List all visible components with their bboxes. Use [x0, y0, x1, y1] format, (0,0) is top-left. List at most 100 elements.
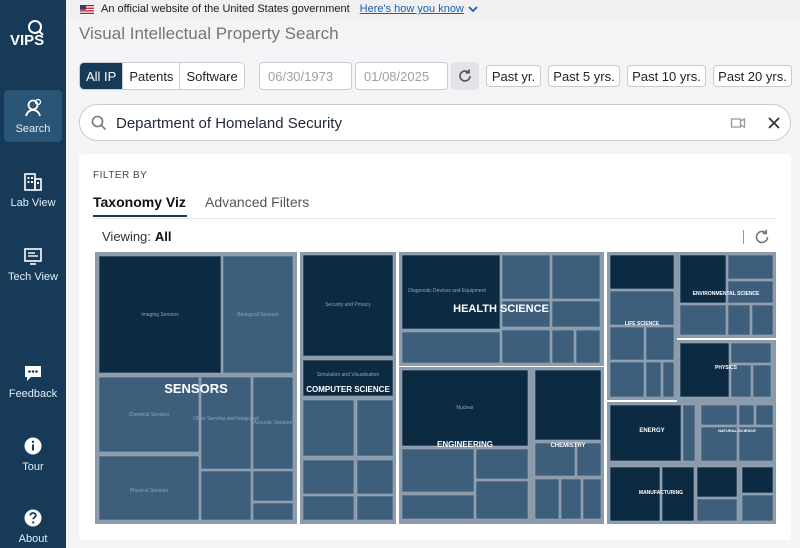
treemap-tile[interactable]	[609, 466, 661, 522]
tab-taxonomy-viz[interactable]: Taxonomy Viz	[93, 194, 186, 210]
treemap-tile[interactable]	[401, 331, 501, 364]
treemap-tile[interactable]	[609, 326, 645, 361]
treemap-group-energy[interactable]: ENERGY	[607, 402, 698, 464]
treemap-tile[interactable]	[551, 254, 601, 300]
treemap-reset-icon[interactable]	[753, 228, 771, 246]
treemap-tile[interactable]	[730, 342, 772, 364]
past-year-button[interactable]: Past yr.	[486, 65, 541, 87]
sidebar-item-tour[interactable]: Tour	[4, 428, 62, 480]
treemap-tile[interactable]	[356, 399, 394, 457]
voice-input-icon[interactable]	[730, 115, 746, 131]
tab-advanced-filters[interactable]: Advanced Filters	[205, 194, 310, 210]
treemap-tile[interactable]	[534, 442, 576, 477]
treemap-tile[interactable]	[752, 364, 772, 398]
date-reset-button[interactable]	[451, 62, 479, 90]
treemap-tile[interactable]	[679, 254, 727, 304]
treemap-tile[interactable]	[475, 448, 529, 480]
treemap-tile[interactable]	[551, 329, 575, 364]
treemap-tile[interactable]	[738, 426, 774, 462]
sidebar-item-tech-view[interactable]: Tech View	[4, 238, 62, 290]
treemap-tile[interactable]	[609, 254, 675, 290]
treemap-tile[interactable]	[401, 254, 501, 330]
treemap-group-natural-science[interactable]: NATURAL SCIENCE	[698, 402, 776, 464]
treemap-tile[interactable]	[575, 329, 601, 364]
search-input[interactable]	[116, 112, 676, 134]
treemap-tile[interactable]	[576, 442, 602, 477]
sidebar-item-about[interactable]: About	[4, 500, 62, 548]
treemap-tile[interactable]	[252, 376, 294, 470]
treemap-tile[interactable]	[741, 466, 774, 494]
treemap-tile[interactable]	[700, 404, 738, 426]
heres-how-you-know-link[interactable]: Here's how you know	[359, 3, 464, 15]
treemap-tile[interactable]	[401, 448, 475, 493]
sidebar-item-search[interactable]: Search	[4, 90, 62, 142]
taxonomy-treemap[interactable]: Imaging Sensors Biological Sensors Chemica…	[95, 252, 776, 524]
treemap-tile[interactable]	[98, 376, 200, 453]
treemap-group-sensors[interactable]: Imaging Sensors Biological Sensors Chemica…	[95, 252, 297, 524]
sidebar-item-lab-view[interactable]: Lab View	[4, 164, 62, 216]
date-to-input[interactable]	[355, 62, 448, 90]
past-20-years-button[interactable]: Past 20 yrs.	[713, 65, 792, 87]
treemap-tile[interactable]	[582, 478, 602, 520]
treemap-tile[interactable]	[727, 254, 774, 280]
treemap-tile[interactable]	[302, 254, 394, 357]
patents-button[interactable]: Patents	[123, 63, 181, 89]
treemap-tile[interactable]	[98, 255, 222, 374]
treemap-group-computer-science[interactable]: Security and Privacy Simulation and Visua…	[300, 252, 396, 524]
treemap-tile[interactable]	[661, 466, 695, 522]
treemap-tile[interactable]	[741, 494, 774, 522]
treemap-tile[interactable]	[222, 255, 294, 374]
treemap-tile[interactable]	[755, 404, 774, 426]
treemap-tile[interactable]	[356, 495, 394, 521]
treemap-group-environmental-science[interactable]: ENVIRONMENTAL SCIENCE	[677, 252, 776, 338]
treemap-tile[interactable]	[401, 369, 529, 447]
treemap-tile[interactable]	[696, 466, 738, 498]
treemap-tile[interactable]	[645, 361, 662, 398]
treemap-tile[interactable]	[609, 361, 645, 398]
treemap-tile[interactable]	[534, 369, 602, 441]
treemap-tile[interactable]	[501, 300, 551, 328]
treemap-tile[interactable]	[302, 459, 355, 495]
treemap-tile[interactable]	[200, 376, 252, 470]
treemap-group-life-science[interactable]: LIFE SCIENCE	[607, 252, 677, 400]
treemap-tile[interactable]	[727, 280, 774, 304]
treemap-tile[interactable]	[730, 364, 752, 398]
treemap-tile[interactable]	[609, 290, 675, 326]
treemap-tile[interactable]	[609, 404, 682, 462]
treemap-tile[interactable]	[738, 404, 755, 426]
treemap-tile[interactable]	[302, 399, 355, 457]
treemap-tile[interactable]	[560, 478, 582, 520]
software-button[interactable]: Software	[186, 68, 238, 84]
treemap-tile[interactable]	[501, 329, 551, 364]
treemap-tile[interactable]	[679, 304, 727, 336]
all-ip-button[interactable]: All IP	[80, 63, 124, 89]
treemap-group-physics[interactable]: PHYSICS	[677, 340, 776, 402]
treemap-tile[interactable]	[98, 455, 200, 521]
treemap-group-chemistry[interactable]: CHEMISTRY	[532, 367, 604, 524]
treemap-group-manufacturing[interactable]: MANUFACTURING	[607, 464, 776, 524]
chevron-down-icon[interactable]	[468, 4, 478, 14]
date-from-input[interactable]	[259, 62, 352, 90]
treemap-tile[interactable]	[727, 304, 751, 336]
treemap-tile[interactable]	[475, 480, 529, 520]
treemap-tile[interactable]	[682, 404, 696, 462]
past-10-years-button[interactable]: Past 10 yrs.	[627, 65, 706, 87]
treemap-tile[interactable]	[302, 359, 394, 397]
treemap-tile[interactable]	[551, 300, 601, 328]
treemap-tile[interactable]	[356, 459, 394, 495]
sidebar-item-feedback[interactable]: Feedback	[4, 355, 62, 407]
treemap-tile[interactable]	[252, 470, 294, 502]
treemap-tile[interactable]	[401, 494, 475, 520]
treemap-group-health-science[interactable]: Diagnostic Devices and Equipment HEALTH S…	[399, 252, 604, 366]
treemap-tile[interactable]	[751, 304, 774, 336]
clear-search-icon[interactable]	[767, 116, 781, 130]
treemap-tile[interactable]	[200, 470, 252, 521]
treemap-tile[interactable]	[662, 361, 675, 398]
treemap-tile[interactable]	[679, 342, 730, 398]
treemap-tile[interactable]	[252, 502, 294, 521]
treemap-tile[interactable]	[534, 478, 560, 520]
vips-logo[interactable]: VIPS	[6, 18, 60, 49]
treemap-tile[interactable]	[700, 426, 738, 462]
treemap-tile[interactable]	[645, 326, 675, 361]
treemap-tile[interactable]	[501, 254, 551, 300]
